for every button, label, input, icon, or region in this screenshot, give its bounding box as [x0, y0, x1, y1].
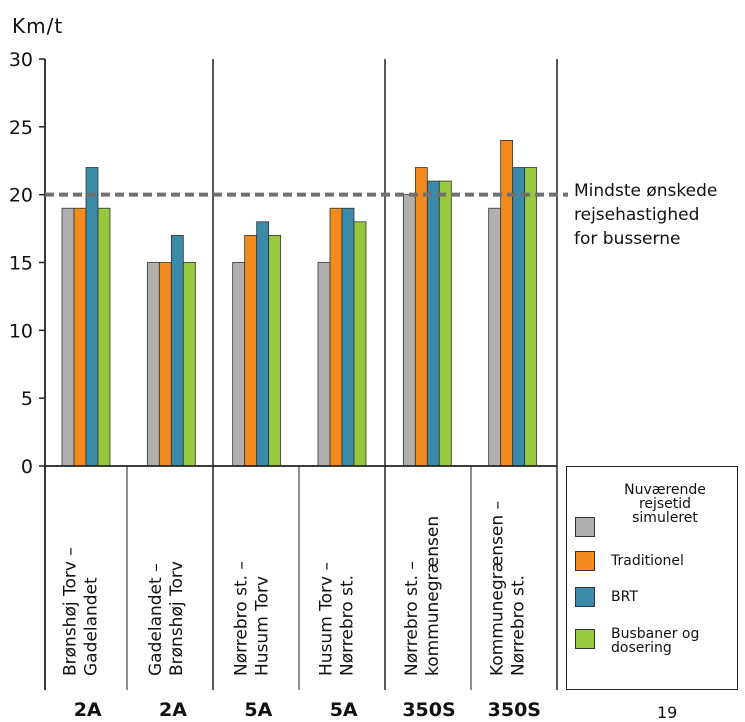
bar: [317, 262, 331, 467]
route-code-label: 2A: [159, 699, 187, 721]
y-axis-label: Km/t: [12, 14, 64, 38]
bar: [426, 180, 440, 467]
bar: [414, 167, 428, 467]
bar: [85, 167, 99, 467]
bar: [232, 262, 246, 467]
bar: [488, 207, 502, 467]
bar: [97, 207, 111, 467]
legend-label-traditionel: Traditionel: [611, 553, 684, 569]
category-label: Kommunegrænsen –Nørrebro st.: [487, 501, 528, 676]
legend-label-current: Nuværende rejsetid simuleret: [624, 482, 706, 526]
bar: [244, 234, 258, 467]
category-label: Husum Torv –Nørrebro st.: [317, 562, 358, 676]
bar: [61, 207, 75, 467]
legend-swatch-traditionel: [575, 551, 595, 571]
bar: [182, 262, 196, 467]
category-label: Brønshøj Torv –Gadelandet: [61, 547, 102, 676]
category-label: Nørrebro st. –kommunegrænsen: [402, 516, 443, 676]
bar: [438, 180, 452, 467]
bar: [268, 234, 282, 467]
y-tick-label: 0: [21, 456, 33, 478]
bar: [146, 262, 160, 467]
route-code-label: 5A: [330, 699, 358, 721]
bar: [170, 234, 184, 467]
bar: [256, 221, 270, 467]
bar: [402, 194, 416, 467]
bar: [341, 207, 355, 467]
legend: Nuværende rejsetid simuleret Traditionel…: [566, 466, 738, 690]
legend-label-busbaner: Busbaner og dosering: [611, 626, 700, 656]
y-tick-label: 20: [9, 185, 33, 207]
legend-swatch-busbaner: [575, 629, 595, 649]
y-tick-label: 25: [9, 117, 33, 139]
legend-label-brt: BRT: [611, 589, 638, 605]
category-label: Gadelandet –Brønshøj Torv: [146, 561, 187, 676]
legend-swatch-brt: [575, 587, 595, 607]
bar: [524, 167, 538, 467]
threshold-note: Mindste ønskede rejsehastighed for busse…: [574, 181, 718, 249]
y-tick-label: 5: [21, 388, 33, 410]
category-label: Nørrebro st. –Husum Torv: [231, 561, 272, 676]
route-code-label: 5A: [244, 699, 272, 721]
bar: [329, 207, 343, 467]
bar: [512, 167, 526, 467]
bar: [158, 262, 172, 467]
route-code-label: 350S: [402, 699, 455, 721]
bar: [73, 207, 87, 467]
legend-swatch-current: [575, 517, 595, 537]
y-tick-label: 15: [9, 253, 33, 275]
y-tick-label: 30: [9, 49, 33, 71]
bar: [500, 139, 514, 467]
bar: [353, 221, 367, 467]
y-tick-label: 10: [9, 320, 33, 342]
route-code-label: 350S: [488, 699, 541, 721]
route-code-label: 2A: [74, 699, 102, 721]
page-number: 19: [657, 703, 678, 722]
